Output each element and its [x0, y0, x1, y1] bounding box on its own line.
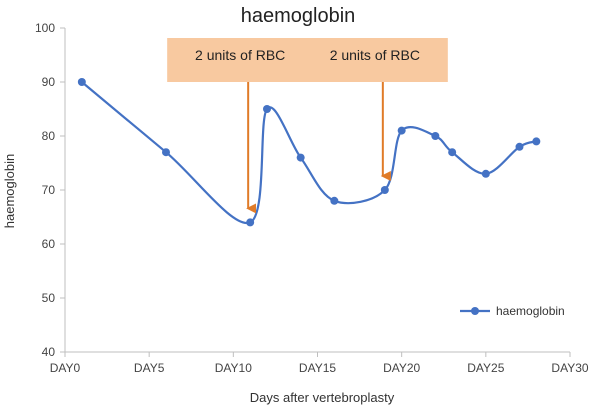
- y-tick-label: 90: [42, 75, 56, 89]
- data-point: [481, 169, 490, 178]
- series-group: [77, 78, 541, 227]
- legend-label: haemoglobin: [496, 304, 565, 318]
- legend-marker: [471, 307, 479, 315]
- x-tick-label: DAY5: [134, 361, 165, 375]
- data-point: [77, 78, 86, 86]
- data-point: [296, 153, 305, 162]
- data-point: [532, 137, 541, 146]
- x-tick-label: DAY15: [299, 361, 336, 375]
- y-tick-label: 60: [42, 237, 56, 251]
- series-line-haemoglobin: [81, 81, 537, 225]
- y-tick-label: 70: [42, 183, 56, 197]
- data-point: [448, 148, 457, 157]
- data-point: [515, 142, 524, 151]
- annotation-box: [167, 38, 314, 82]
- y-tick-label: 40: [42, 345, 56, 359]
- y-axis-ticks: 40 50 60 70 80 90 100: [35, 21, 65, 359]
- data-point: [380, 186, 389, 194]
- x-axis-ticks: DAY0 DAY5 DAY10 DAY15 DAY20 DAY25 DAY30: [50, 352, 589, 375]
- annotation-label: 2 units of RBC: [195, 47, 285, 63]
- x-axis-title: Days after vertebroplasty: [250, 390, 395, 405]
- chart-title: haemoglobin: [241, 5, 356, 27]
- y-tick-label: 100: [35, 21, 55, 35]
- x-tick-label: DAY20: [383, 361, 420, 375]
- data-point: [431, 132, 440, 140]
- y-tick-label: 80: [42, 129, 56, 143]
- annotations-group: 2 units of RBC 2 units of RBC: [167, 38, 448, 214]
- data-point: [397, 126, 406, 135]
- data-point: [246, 218, 255, 227]
- annotation-box: [301, 38, 448, 82]
- data-point: [263, 105, 271, 113]
- annotation-label: 2 units of RBC: [330, 47, 420, 63]
- data-point: [162, 148, 170, 157]
- data-point: [330, 196, 339, 205]
- x-tick-label: DAY30: [551, 361, 588, 375]
- x-tick-label: DAY0: [50, 361, 81, 375]
- x-tick-label: DAY10: [215, 361, 252, 375]
- legend: haemoglobin: [460, 304, 565, 318]
- y-tick-label: 50: [42, 291, 56, 305]
- x-tick-label: DAY25: [467, 361, 504, 375]
- y-axis-title: haemoglobin: [2, 154, 17, 228]
